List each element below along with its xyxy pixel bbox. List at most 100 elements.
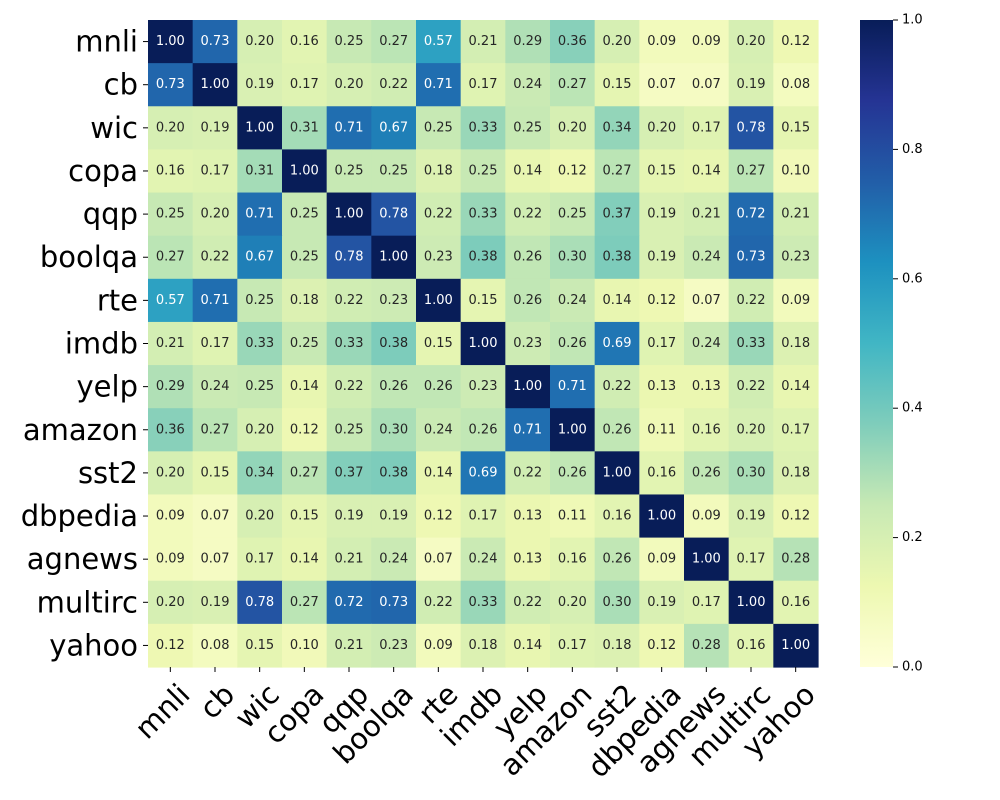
cell-boolqa-yahoo [773, 235, 819, 280]
cell-qqp-amazon [550, 192, 596, 237]
cell-value-wic-sst2: 0.34 [603, 120, 632, 135]
cell-boolqa-cb [192, 235, 238, 280]
cell-boolqa-boolqa [371, 235, 417, 280]
row-label-copa: copa [68, 154, 138, 188]
cell-value-amazon-dbpedia: 0.11 [647, 422, 676, 437]
cell-sst2-agnews [684, 451, 730, 496]
cell-mnli-dbpedia [639, 20, 685, 64]
cell-value-yelp-copa: 0.14 [290, 379, 319, 394]
cell-qqp-multirc [728, 192, 774, 237]
cell-value-amazon-multirc: 0.20 [737, 422, 766, 437]
cell-value-mnli-multirc: 0.20 [737, 34, 766, 49]
cell-copa-amazon [550, 149, 596, 194]
cell-value-sst2-boolqa: 0.38 [379, 465, 408, 480]
row-label-multirc: multirc [37, 585, 138, 619]
cell-sst2-wic [237, 451, 283, 496]
cell-value-multirc-cb: 0.19 [201, 595, 230, 610]
cell-wic-cb [192, 106, 238, 150]
cell-yahoo-rte [416, 623, 462, 668]
cell-value-imdb-sst2: 0.69 [603, 336, 632, 351]
cell-multirc-wic [237, 580, 283, 625]
cell-sst2-cb [192, 451, 238, 496]
cell-qqp-dbpedia [639, 192, 685, 237]
cell-qqp-agnews [684, 192, 730, 237]
cell-imdb-rte [416, 321, 462, 366]
cell-amazon-cb [192, 408, 238, 452]
cell-dbpedia-sst2 [594, 494, 640, 539]
cell-value-amazon-amazon: 1.00 [558, 422, 587, 437]
cell-yahoo-amazon [550, 623, 596, 668]
cell-value-agnews-mnli: 0.09 [156, 552, 185, 567]
cell-value-copa-agnews: 0.14 [692, 163, 721, 178]
cell-multirc-agnews [684, 580, 730, 625]
cell-yahoo-sst2 [594, 623, 640, 668]
cell-multirc-yelp [505, 580, 551, 625]
cell-value-yelp-multirc: 0.22 [737, 379, 766, 394]
cell-value-amazon-copa: 0.12 [290, 422, 319, 437]
cell-sst2-dbpedia [639, 451, 685, 496]
cell-value-multirc-dbpedia: 0.19 [647, 595, 676, 610]
cell-value-yelp-sst2: 0.22 [603, 379, 632, 394]
cell-qqp-imdb [460, 192, 506, 237]
cell-value-multirc-qqp: 0.72 [335, 595, 364, 610]
cell-value-yahoo-cb: 0.08 [201, 638, 230, 653]
cell-dbpedia-cb [192, 494, 238, 539]
cell-value-yahoo-sst2: 0.18 [603, 638, 632, 653]
cell-amazon-qqp [326, 408, 372, 452]
cell-agnews-agnews [684, 537, 730, 582]
cell-yahoo-boolqa [371, 623, 417, 668]
cell-amazon-yelp [505, 408, 551, 452]
cell-copa-wic [237, 149, 283, 194]
cell-cb-amazon [550, 63, 596, 107]
cell-value-yelp-wic: 0.25 [245, 379, 274, 394]
cell-copa-rte [416, 149, 462, 194]
cell-wic-multirc [728, 106, 774, 150]
cell-value-yahoo-multirc: 0.16 [737, 638, 766, 653]
cell-value-wic-multirc: 0.78 [737, 120, 766, 135]
cell-value-dbpedia-sst2: 0.16 [603, 509, 632, 524]
cell-value-wic-boolqa: 0.67 [379, 120, 408, 135]
cell-boolqa-yelp [505, 235, 551, 280]
cell-value-mnli-yelp: 0.29 [513, 34, 542, 49]
cell-value-imdb-qqp: 0.33 [335, 336, 364, 351]
cell-value-imdb-agnews: 0.24 [692, 336, 721, 351]
cell-value-wic-wic: 1.00 [245, 120, 274, 135]
cell-cb-boolqa [371, 63, 417, 107]
cell-mnli-sst2 [594, 20, 640, 64]
cell-sst2-copa [282, 451, 328, 496]
cell-yelp-yahoo [773, 365, 819, 409]
cell-qqp-mnli [148, 192, 194, 237]
cell-imdb-qqp [326, 321, 372, 366]
cell-dbpedia-dbpedia [639, 494, 685, 539]
heatmap-cell-labels: 1.00 0.73 0.20 0.16 0.25 0.27 0.57 0.21 0.29 0.36… [156, 34, 810, 653]
cell-value-amazon-yelp: 0.71 [513, 422, 542, 437]
cell-value-dbpedia-qqp: 0.19 [335, 509, 364, 524]
cell-value-agnews-boolqa: 0.24 [379, 552, 408, 567]
cell-value-yelp-dbpedia: 0.13 [647, 379, 676, 394]
row-label-mnli: mnli [75, 25, 138, 59]
cell-imdb-copa [282, 321, 328, 366]
cell-yahoo-copa [282, 623, 328, 668]
cell-wic-qqp [326, 106, 372, 150]
cell-mnli-wic [237, 20, 283, 64]
cell-value-sst2-mnli: 0.20 [156, 465, 185, 480]
cell-value-yahoo-amazon: 0.17 [558, 638, 587, 653]
cell-yahoo-qqp [326, 623, 372, 668]
cell-value-wic-yahoo: 0.15 [781, 120, 810, 135]
cell-value-sst2-amazon: 0.26 [558, 465, 587, 480]
cell-mnli-yahoo [773, 20, 819, 64]
cell-value-rte-amazon: 0.24 [558, 293, 587, 308]
cell-imdb-agnews [684, 321, 730, 366]
cell-qqp-wic [237, 192, 283, 237]
cell-yelp-multirc [728, 365, 774, 409]
cell-value-rte-qqp: 0.22 [335, 293, 364, 308]
cell-cb-mnli [148, 63, 194, 107]
cell-imdb-amazon [550, 321, 596, 366]
cell-value-dbpedia-agnews: 0.09 [692, 509, 721, 524]
cell-dbpedia-rte [416, 494, 462, 539]
cell-imdb-mnli [148, 321, 194, 366]
cell-value-wic-rte: 0.25 [424, 120, 453, 135]
cell-value-imdb-boolqa: 0.38 [379, 336, 408, 351]
cell-value-agnews-yelp: 0.13 [513, 552, 542, 567]
